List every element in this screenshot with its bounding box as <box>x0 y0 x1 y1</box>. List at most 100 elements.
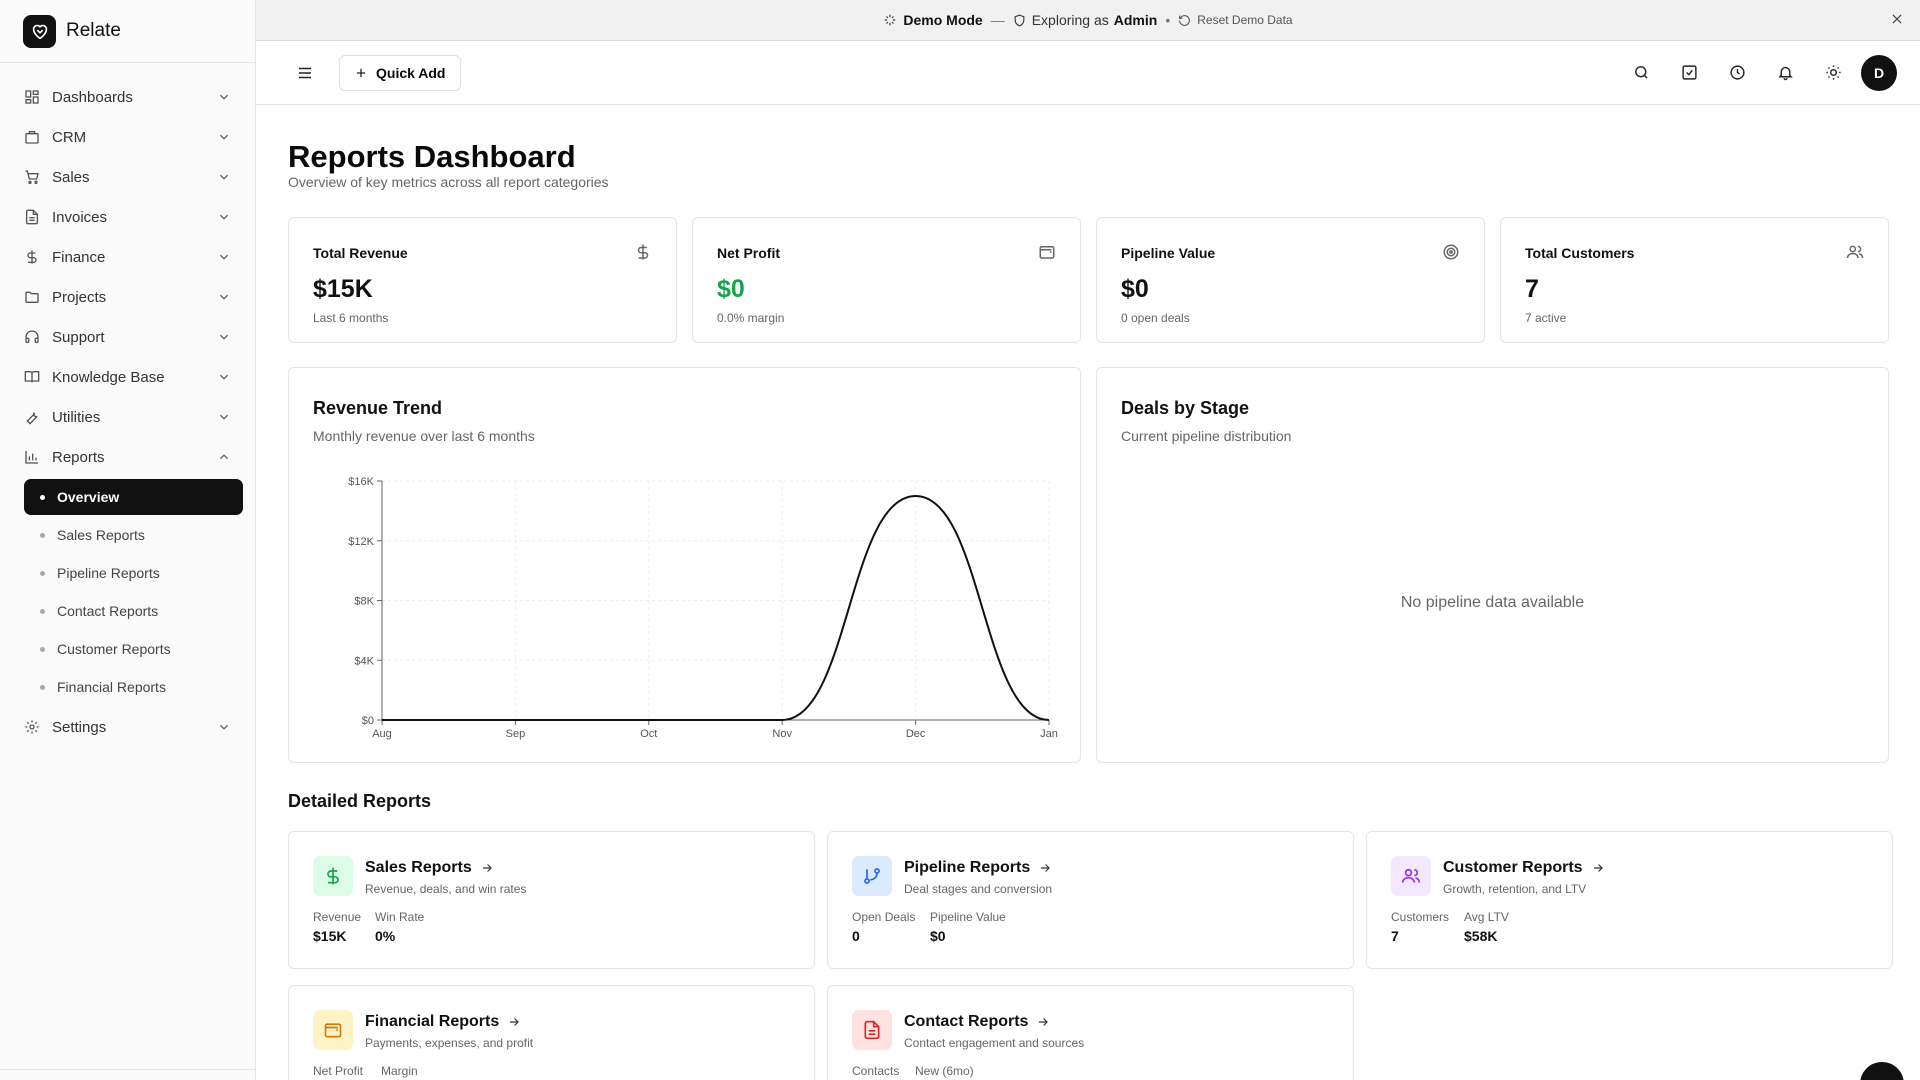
page-subtitle: Overview of key metrics across all repor… <box>288 174 609 190</box>
floating-action-button[interactable] <box>1860 1062 1904 1080</box>
menu-icon[interactable] <box>289 57 321 89</box>
x-tick-label: Sep <box>506 728 526 740</box>
subitem-label: Sales Reports <box>57 527 145 543</box>
stat-note: Last 6 months <box>313 311 389 325</box>
report-card-description: Deal stages and conversion <box>904 882 1053 896</box>
search-icon[interactable] <box>1621 53 1661 93</box>
reset-demo-label: Reset Demo Data <box>1197 13 1293 27</box>
headset-icon <box>24 329 40 345</box>
arrow-right-icon <box>480 861 494 875</box>
sidebar-item-label: Settings <box>52 718 107 736</box>
sidebar-subitem-overview[interactable]: Overview <box>24 479 243 515</box>
sidebar-item-finance[interactable]: Finance <box>12 237 243 277</box>
sidebar-item-dashboards[interactable]: Dashboards <box>12 77 243 117</box>
users-icon <box>1391 856 1431 896</box>
metric: Net Profit <box>313 1064 363 1080</box>
sidebar-nav: Dashboards CRM Sales Invoices Finance Pr… <box>0 63 255 747</box>
sidebar-subitem-contact-reports[interactable]: Contact Reports <box>24 593 243 629</box>
report-card-pipeline[interactable]: Pipeline Reports Deal stages and convers… <box>827 831 1354 969</box>
sidebar-item-label: Projects <box>52 288 107 306</box>
shield-icon <box>1013 14 1026 27</box>
report-card-description: Revenue, deals, and win rates <box>365 882 527 896</box>
sidebar-item-projects[interactable]: Projects <box>12 277 243 317</box>
subitem-label: Overview <box>57 489 120 505</box>
sidebar-item-label: Dashboards <box>52 88 133 106</box>
dollar-icon <box>634 243 652 261</box>
panel-title: Revenue Trend <box>313 398 443 418</box>
sun-icon[interactable] <box>1813 53 1853 93</box>
avatar[interactable]: D <box>1861 54 1897 91</box>
metric: New (6mo) <box>915 1064 974 1080</box>
deals-by-stage-panel: Deals by Stage Current pipeline distribu… <box>1096 367 1889 763</box>
stat-note: 7 active <box>1525 311 1567 325</box>
section-title-detailed-reports: Detailed Reports <box>288 791 432 811</box>
dollar-icon <box>24 249 40 265</box>
metric: Margin <box>381 1064 418 1080</box>
chevron-down-icon <box>217 370 231 384</box>
quick-add-button[interactable]: Quick Add <box>339 54 461 91</box>
grid-icon <box>24 89 40 105</box>
sidebar-item-settings[interactable]: Settings <box>12 707 243 747</box>
bullet-icon <box>40 646 45 652</box>
stat-title: Total Revenue <box>313 245 408 261</box>
metric-label: Margin <box>381 1064 418 1078</box>
arrow-right-icon <box>1591 861 1605 875</box>
bullet-icon <box>40 532 45 538</box>
sidebar-item-support[interactable]: Support <box>12 317 243 357</box>
sidebar-subitem-pipeline-reports[interactable]: Pipeline Reports <box>24 555 243 591</box>
x-tick-label: Jan <box>1040 728 1058 740</box>
clock-icon[interactable] <box>1717 53 1757 93</box>
report-card-customer[interactable]: Customer Reports Growth, retention, and … <box>1366 831 1893 969</box>
sidebar-item-label: Knowledge Base <box>52 368 165 386</box>
sidebar-subitem-customer-reports[interactable]: Customer Reports <box>24 631 243 667</box>
check-square-icon[interactable] <box>1669 53 1709 93</box>
sidebar-item-utilities[interactable]: Utilities <box>12 397 243 437</box>
banner-dot: • <box>1165 12 1171 28</box>
metric-label: Win Rate <box>375 910 425 924</box>
reset-demo-button[interactable]: Reset Demo Data <box>1178 13 1293 27</box>
document-icon <box>24 209 40 225</box>
revenue-trend-panel: Revenue Trend Monthly revenue over last … <box>288 367 1081 763</box>
stat-value: 7 <box>1525 275 1539 303</box>
panel-subtitle: Monthly revenue over last 6 months <box>313 428 535 444</box>
metric: Win Rate 0% <box>375 910 424 944</box>
sidebar-item-crm[interactable]: CRM <box>12 117 243 157</box>
bullet-icon <box>40 570 45 576</box>
y-tick-label: $0 <box>362 715 374 727</box>
report-card-financial[interactable]: Financial Reports Payments, expenses, an… <box>288 985 815 1080</box>
metric: Contacts <box>852 1064 899 1080</box>
sidebar-subitem-financial-reports[interactable]: Financial Reports <box>24 669 243 705</box>
bell-icon[interactable] <box>1765 53 1805 93</box>
stat-value: $0 <box>1121 275 1149 303</box>
sidebar-item-knowledge-base[interactable]: Knowledge Base <box>12 357 243 397</box>
sidebar-item-reports[interactable]: Reports <box>12 437 243 477</box>
metric-value: 0% <box>375 928 396 944</box>
brand[interactable]: Relate <box>0 0 255 63</box>
reports-submenu: Overview Sales Reports Pipeline Reports … <box>12 479 243 705</box>
stat-card-net-profit: Net Profit $0 0.0% margin <box>692 217 1081 343</box>
chevron-down-icon <box>217 330 231 344</box>
empty-state-message: No pipeline data available <box>1400 594 1585 611</box>
metric-label: Pipeline Value <box>930 910 1006 924</box>
report-card-title: Customer Reports <box>1443 859 1605 877</box>
sidebar-item-sales[interactable]: Sales <box>12 157 243 197</box>
metric-label: Contacts <box>852 1064 900 1078</box>
close-icon[interactable] <box>1890 12 1904 29</box>
report-card-sales[interactable]: Sales Reports Revenue, deals, and win ra… <box>288 831 815 969</box>
git-branch-icon <box>852 856 892 896</box>
report-card-contact[interactable]: Contact Reports Contact engagement and s… <box>827 985 1354 1080</box>
stat-value: $0 <box>717 275 745 303</box>
report-card-title: Sales Reports <box>365 859 494 877</box>
sidebar-item-label: Reports <box>52 448 105 466</box>
metric-label: New (6mo) <box>915 1064 974 1078</box>
chevron-down-icon <box>217 290 231 304</box>
sidebar-subitem-sales-reports[interactable]: Sales Reports <box>24 517 243 553</box>
chevron-down-icon <box>217 170 231 184</box>
stat-note: 0.0% margin <box>717 311 785 325</box>
wrench-icon <box>24 409 40 425</box>
arrow-right-icon <box>507 1015 521 1029</box>
arrow-right-icon <box>1038 861 1052 875</box>
report-title-text: Pipeline Reports <box>904 859 1031 876</box>
sidebar-item-invoices[interactable]: Invoices <box>12 197 243 237</box>
folder-icon <box>24 289 40 305</box>
